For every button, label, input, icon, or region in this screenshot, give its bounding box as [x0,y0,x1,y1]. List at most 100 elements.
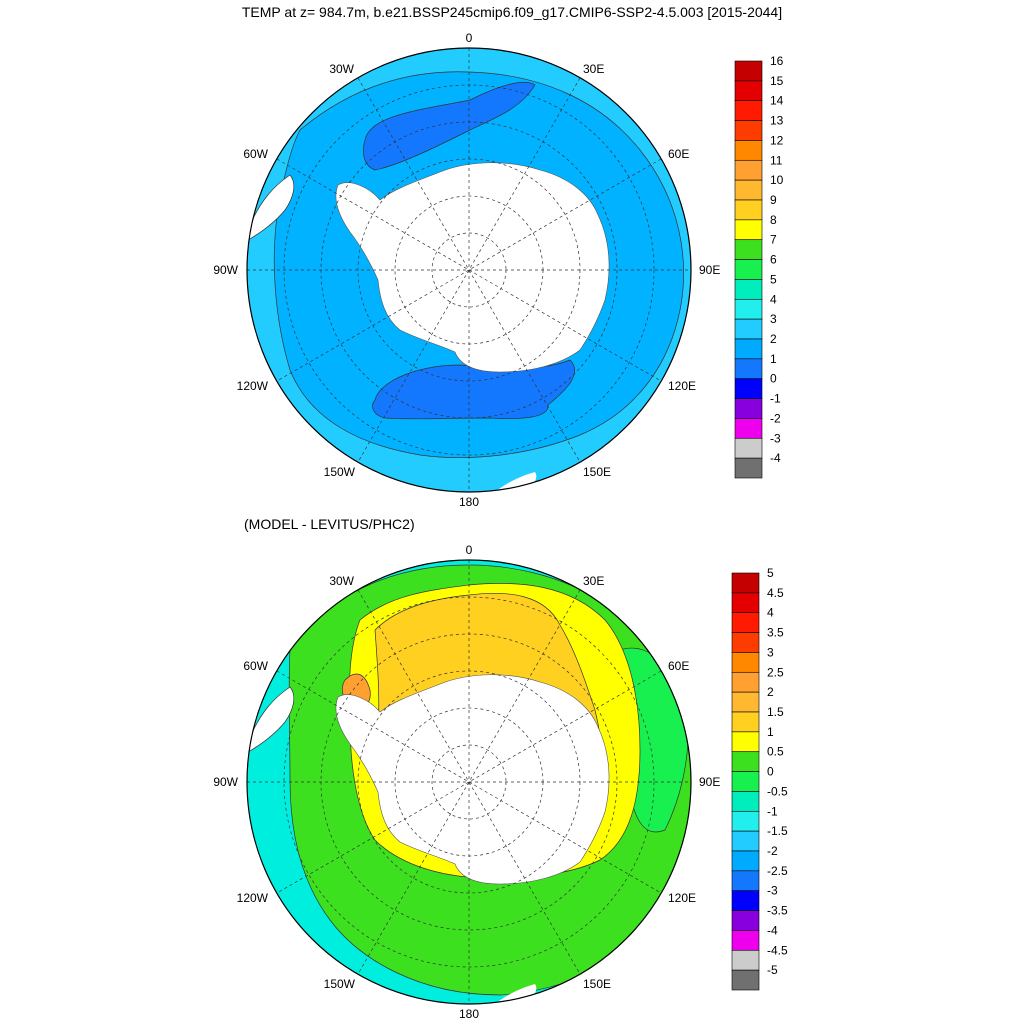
lon-label-90w: 90W [213,775,238,789]
colorbar-swatch [731,632,760,653]
colorbar-swatch [731,870,760,892]
colorbar-tick-label: -2 [767,844,778,858]
lon-label-150w: 150W [324,465,356,479]
lon-label-120w: 120W [237,379,269,393]
colorbar-tick-label: 1.5 [767,705,784,719]
colorbar-tick-label: 16 [770,54,784,68]
lon-label-150e: 150E [583,465,611,479]
difference-subtitle: (MODEL - LEVITUS/PHC2) [244,516,415,532]
graticule [247,48,691,492]
colorbar-tick-label: -2 [770,411,781,425]
colorbar-tick-label: 13 [770,114,784,128]
colorbar-tick-label: 11 [770,153,783,167]
colorbar-swatch [734,100,763,121]
lon-label-120e: 120E [668,891,696,905]
colorbar-swatch [731,890,760,911]
colorbar-tick-label: 0 [767,765,774,779]
colorbar-tick-label: -3 [770,431,781,445]
colorbar-swatch [734,318,763,340]
colorbar-tick-label: -1.5 [767,824,788,838]
colorbar-swatch [731,751,760,772]
colorbar-tick-label: 12 [770,133,784,147]
lon-label-60e: 60E [668,659,689,673]
lon-label-90e: 90E [699,263,720,277]
colorbar-tick-label: 0.5 [767,745,784,759]
colorbar-swatch [734,398,763,419]
colorbar-swatch [734,437,763,459]
colorbar-tick-label: 1 [770,352,777,366]
lon-label-30e: 30E [583,62,604,76]
lon-label-60w: 60W [243,147,268,161]
colorbar-tick-label: 1 [767,725,774,739]
colorbar-tick-label: -4 [767,923,778,937]
colorbar-tick-label: -2.5 [767,864,788,878]
graticule-bottom [247,560,691,1004]
colorbar-swatch [734,60,763,82]
lon-label-90e: 90E [699,775,720,789]
colorbar-tick-label: -4.5 [767,943,788,957]
colorbar-swatch [731,711,760,733]
colorbar-swatch [731,771,760,792]
longitude-labels-bottom: 0 30E 60E 90E 120E 150E 180 150W 120W 90… [213,543,720,1021]
colorbar-tick-label: 8 [770,213,777,227]
colorbar-swatch [731,652,760,673]
colorbar-swatch [734,179,763,201]
difference-map: 0 30E 60E 90E 120E 150E 180 150W 120W 90… [213,543,788,1021]
colorbar-tick-label: 4.5 [767,586,784,600]
lon-label-180: 180 [459,1007,479,1021]
colorbar-swatch [731,691,760,713]
lon-label-150w: 150W [324,977,356,991]
colorbar-swatch [731,612,760,633]
colorbar-swatch [731,671,760,693]
colorbar-tick-label: -3.5 [767,904,788,918]
colorbar-tick-label: 0 [770,372,777,386]
colorbar-swatch [734,418,763,439]
colorbar-tick-label: -0.5 [767,784,788,798]
colorbar-swatch [734,239,763,260]
colorbar-swatch [734,298,763,320]
colorbar-tick-label: -1 [767,804,778,818]
antarctica-land-bottom [335,674,610,885]
colorbar-tick-label: 3.5 [767,626,784,640]
colorbar-swatch [731,910,760,931]
colorbar-tick-label: 14 [770,94,784,108]
land-south-america [247,174,295,241]
colorbar-swatch [731,949,760,971]
land-south-america-bottom [247,686,295,753]
colorbar-tick-label: -1 [770,392,781,406]
colorbar-swatch [734,159,763,181]
map-border-bottom [246,559,692,1005]
colorbar-swatch [731,592,760,614]
colorbar-tick-label: 6 [770,253,777,267]
colorbar-swatch [734,457,763,479]
colorbar-tick-label: -3 [767,884,778,898]
colorbar-tick-label: 15 [770,74,784,88]
lon-label-60e: 60E [668,147,689,161]
lon-label-60w: 60W [243,659,268,673]
colorbar-swatch [731,969,760,991]
colorbar-tick-label: 4 [770,292,777,306]
colorbar-tick-label: -5 [767,963,778,977]
colorbar-swatch [731,810,760,832]
longitude-labels: 0 30E 60E 90E 120E 150E 180 150W 120W 90… [213,31,720,509]
colorbar-tick-label: 3 [770,312,777,326]
lon-label-120e: 120E [668,379,696,393]
colorbar-tick-label: 5 [767,566,774,580]
map-border [246,47,692,493]
colorbar-swatch [731,930,760,951]
colorbar-swatch [731,850,760,872]
colorbar-swatch [734,120,763,141]
colorbar-tick-label: 7 [770,233,777,247]
colorbar-tick-label: 3 [767,645,774,659]
lon-label-120w: 120W [237,891,269,905]
lon-label-180: 180 [459,495,479,509]
colorbar: 5 4.5 4 3.5 3 2.5 2 1.5 1 0.5 0 -0.5 -1 -1.5 -2 -2.5 -3 -… [731,566,788,991]
lon-label-0: 0 [466,31,473,45]
colorbar-tick-label: 4 [767,606,774,620]
map-title: TEMP at z= 984.7m, b.e21.BSSP245cmip6.f0… [241,4,783,20]
temperature-map: 0 30E 60E 90E 120E 150E 180 150W 120W 90… [213,31,783,509]
lon-label-0: 0 [466,543,473,557]
colorbar-swatch [731,731,760,753]
